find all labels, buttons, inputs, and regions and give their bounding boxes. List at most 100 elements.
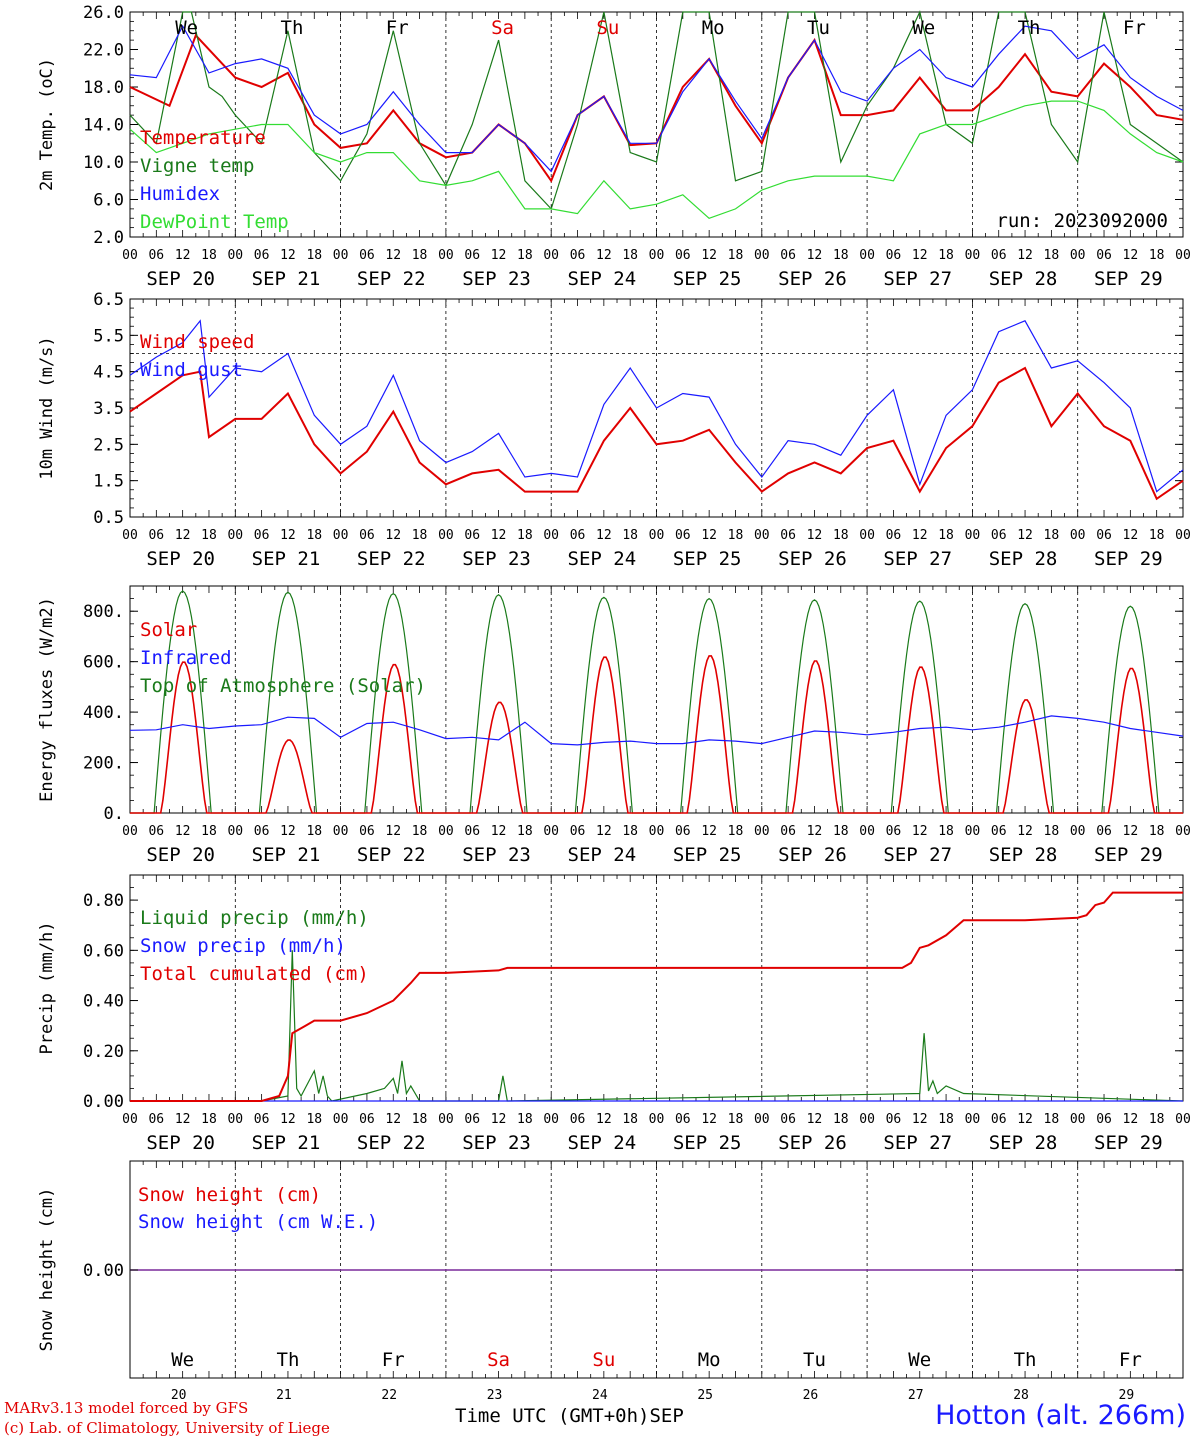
x-hour-label: 00 <box>438 528 454 543</box>
top-day-label: Th <box>1018 17 1041 39</box>
bottom-date-label: 29 <box>1119 1388 1135 1403</box>
x-hour-label: 18 <box>622 248 638 263</box>
x-hour-label: 12 <box>385 824 401 839</box>
x-hour-label: 00 <box>649 248 665 263</box>
x-hour-label: 18 <box>622 528 638 543</box>
x-hour-label: 06 <box>991 248 1007 263</box>
x-hour-label: 18 <box>938 248 954 263</box>
x-hour-label: 12 <box>491 824 507 839</box>
x-date-label: SEP 24 <box>568 548 637 570</box>
x-date-label: SEP 29 <box>1094 268 1163 290</box>
x-hour-label: 06 <box>254 528 270 543</box>
x-hour-label: 06 <box>464 248 480 263</box>
y-tick-label: 600. <box>83 653 124 673</box>
top-day-label: Fr <box>1123 17 1146 39</box>
x-hour-label: 06 <box>991 1112 1007 1127</box>
x-date-label: SEP 26 <box>778 844 847 866</box>
bottom-day-label: Th <box>1014 1349 1037 1371</box>
y-tick-label: 6.5 <box>93 290 124 310</box>
series-line-humidex <box>129 24 1184 173</box>
x-hour-label: 18 <box>1044 1112 1060 1127</box>
x-hour-label: 18 <box>728 248 744 263</box>
x-hour-label: 00 <box>227 824 243 839</box>
x-date-label: SEP 25 <box>673 548 742 570</box>
x-hour-label: 18 <box>517 528 533 543</box>
legend-entry: Vigne temp <box>140 155 254 177</box>
top-day-label: Th <box>281 17 304 39</box>
x-hour-label: 06 <box>148 528 164 543</box>
x-hour-label: 18 <box>833 824 849 839</box>
bottom-day-label: Th <box>277 1349 300 1371</box>
x-hour-label: 18 <box>306 528 322 543</box>
y-tick-label: 5.5 <box>93 326 124 346</box>
x-hour-label: 00 <box>649 824 665 839</box>
x-hour-label: 06 <box>464 528 480 543</box>
series-line-vigne-temp <box>129 10 1184 211</box>
x-hour-label: 06 <box>359 1112 375 1127</box>
x-hour-label: 12 <box>1017 1112 1033 1127</box>
top-day-label: We <box>175 17 198 39</box>
x-hour-label: 00 <box>227 1112 243 1127</box>
x-hour-label: 12 <box>701 824 717 839</box>
y-tick-label: 2.5 <box>93 435 124 455</box>
x-date-label: SEP 29 <box>1094 548 1163 570</box>
bottom-date-label: 20 <box>171 1388 187 1403</box>
top-day-label: We <box>912 17 935 39</box>
x-hour-label: 12 <box>912 528 928 543</box>
legend-entry: Snow height (cm) <box>138 1184 321 1206</box>
x-hour-label: 00 <box>1070 1112 1086 1127</box>
x-hour-label: 18 <box>1149 528 1165 543</box>
x-hour-label: 06 <box>359 528 375 543</box>
bottom-date-label: 24 <box>592 1388 608 1403</box>
top-day-label: Sa <box>491 17 514 39</box>
y-tick-label: 0.40 <box>83 992 124 1012</box>
y-tick-label: 6.0 <box>93 191 124 211</box>
legend-entry: Total cumulated (cm) <box>140 963 369 985</box>
x-hour-label: 12 <box>1017 248 1033 263</box>
x-hour-label: 00 <box>1070 528 1086 543</box>
x-hour-label: 06 <box>254 1112 270 1127</box>
x-hour-label: 18 <box>412 528 428 543</box>
x-hour-label: 00 <box>754 1112 770 1127</box>
bottom-date-label: 25 <box>697 1388 713 1403</box>
x-hour-label: 12 <box>385 528 401 543</box>
x-hour-label: 12 <box>807 824 823 839</box>
station-name: Hotton (alt. 266m) <box>935 1400 1186 1431</box>
x-hour-label: 18 <box>1044 528 1060 543</box>
x-hour-label: 12 <box>807 1112 823 1127</box>
x-hour-label: 06 <box>1096 248 1112 263</box>
x-hour-label: 00 <box>649 1112 665 1127</box>
x-hour-label: 12 <box>912 1112 928 1127</box>
x-date-label: SEP 28 <box>989 844 1058 866</box>
x-hour-label: 06 <box>254 248 270 263</box>
x-date-label: SEP 20 <box>146 844 215 866</box>
x-hour-label: 12 <box>1017 528 1033 543</box>
x-date-label: SEP 21 <box>252 1132 321 1154</box>
x-hour-label: 00 <box>965 528 981 543</box>
y-axis-label: Precip (mm/h) <box>37 921 57 1054</box>
x-hour-label: 00 <box>1175 248 1191 263</box>
y-tick-label: 0.5 <box>93 508 124 528</box>
x-hour-label: 18 <box>412 824 428 839</box>
x-axis-caption: Time UTC (GMT+0h)SEP <box>455 1405 684 1427</box>
top-day-label: Su <box>596 17 619 39</box>
x-hour-label: 18 <box>412 248 428 263</box>
series-line-wind-gust <box>129 319 1184 493</box>
x-hour-label: 18 <box>517 824 533 839</box>
legend-entry: DewPoint Temp <box>140 211 289 233</box>
x-date-label: SEP 24 <box>568 268 637 290</box>
x-hour-label: 06 <box>886 1112 902 1127</box>
y-tick-label: 14.0 <box>83 116 124 136</box>
x-hour-label: 12 <box>1123 248 1139 263</box>
x-hour-label: 00 <box>438 824 454 839</box>
x-hour-label: 00 <box>122 1112 138 1127</box>
x-hour-label: 12 <box>491 528 507 543</box>
x-date-label: SEP 27 <box>883 268 952 290</box>
x-hour-label: 06 <box>675 1112 691 1127</box>
x-hour-label: 18 <box>833 248 849 263</box>
bottom-day-label: Fr <box>1119 1349 1142 1371</box>
x-hour-label: 00 <box>859 248 875 263</box>
x-date-label: SEP 29 <box>1094 1132 1163 1154</box>
legend-entry: Temperature <box>140 127 266 149</box>
x-hour-label: 12 <box>1017 824 1033 839</box>
